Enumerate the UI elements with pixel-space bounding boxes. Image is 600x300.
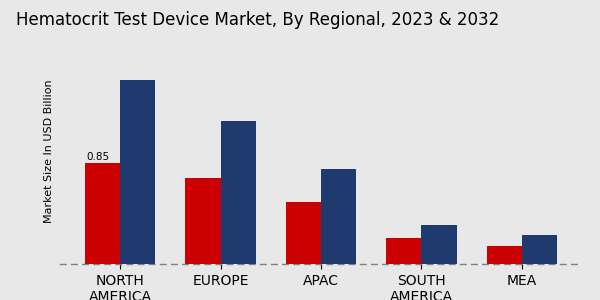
Y-axis label: Market Size In USD Billion: Market Size In USD Billion [44,80,55,223]
Bar [321,169,356,264]
Text: Hematocrit Test Device Market, By Regional, 2023 & 2032: Hematocrit Test Device Market, By Region… [16,11,499,29]
Bar [522,236,557,264]
Text: 0.85: 0.85 [86,152,110,162]
Bar [85,163,120,264]
Bar [286,202,321,264]
Bar [421,225,457,264]
Bar [487,246,522,264]
Bar [120,80,155,264]
Bar [386,238,421,264]
Bar [185,178,221,264]
Bar [221,121,256,264]
